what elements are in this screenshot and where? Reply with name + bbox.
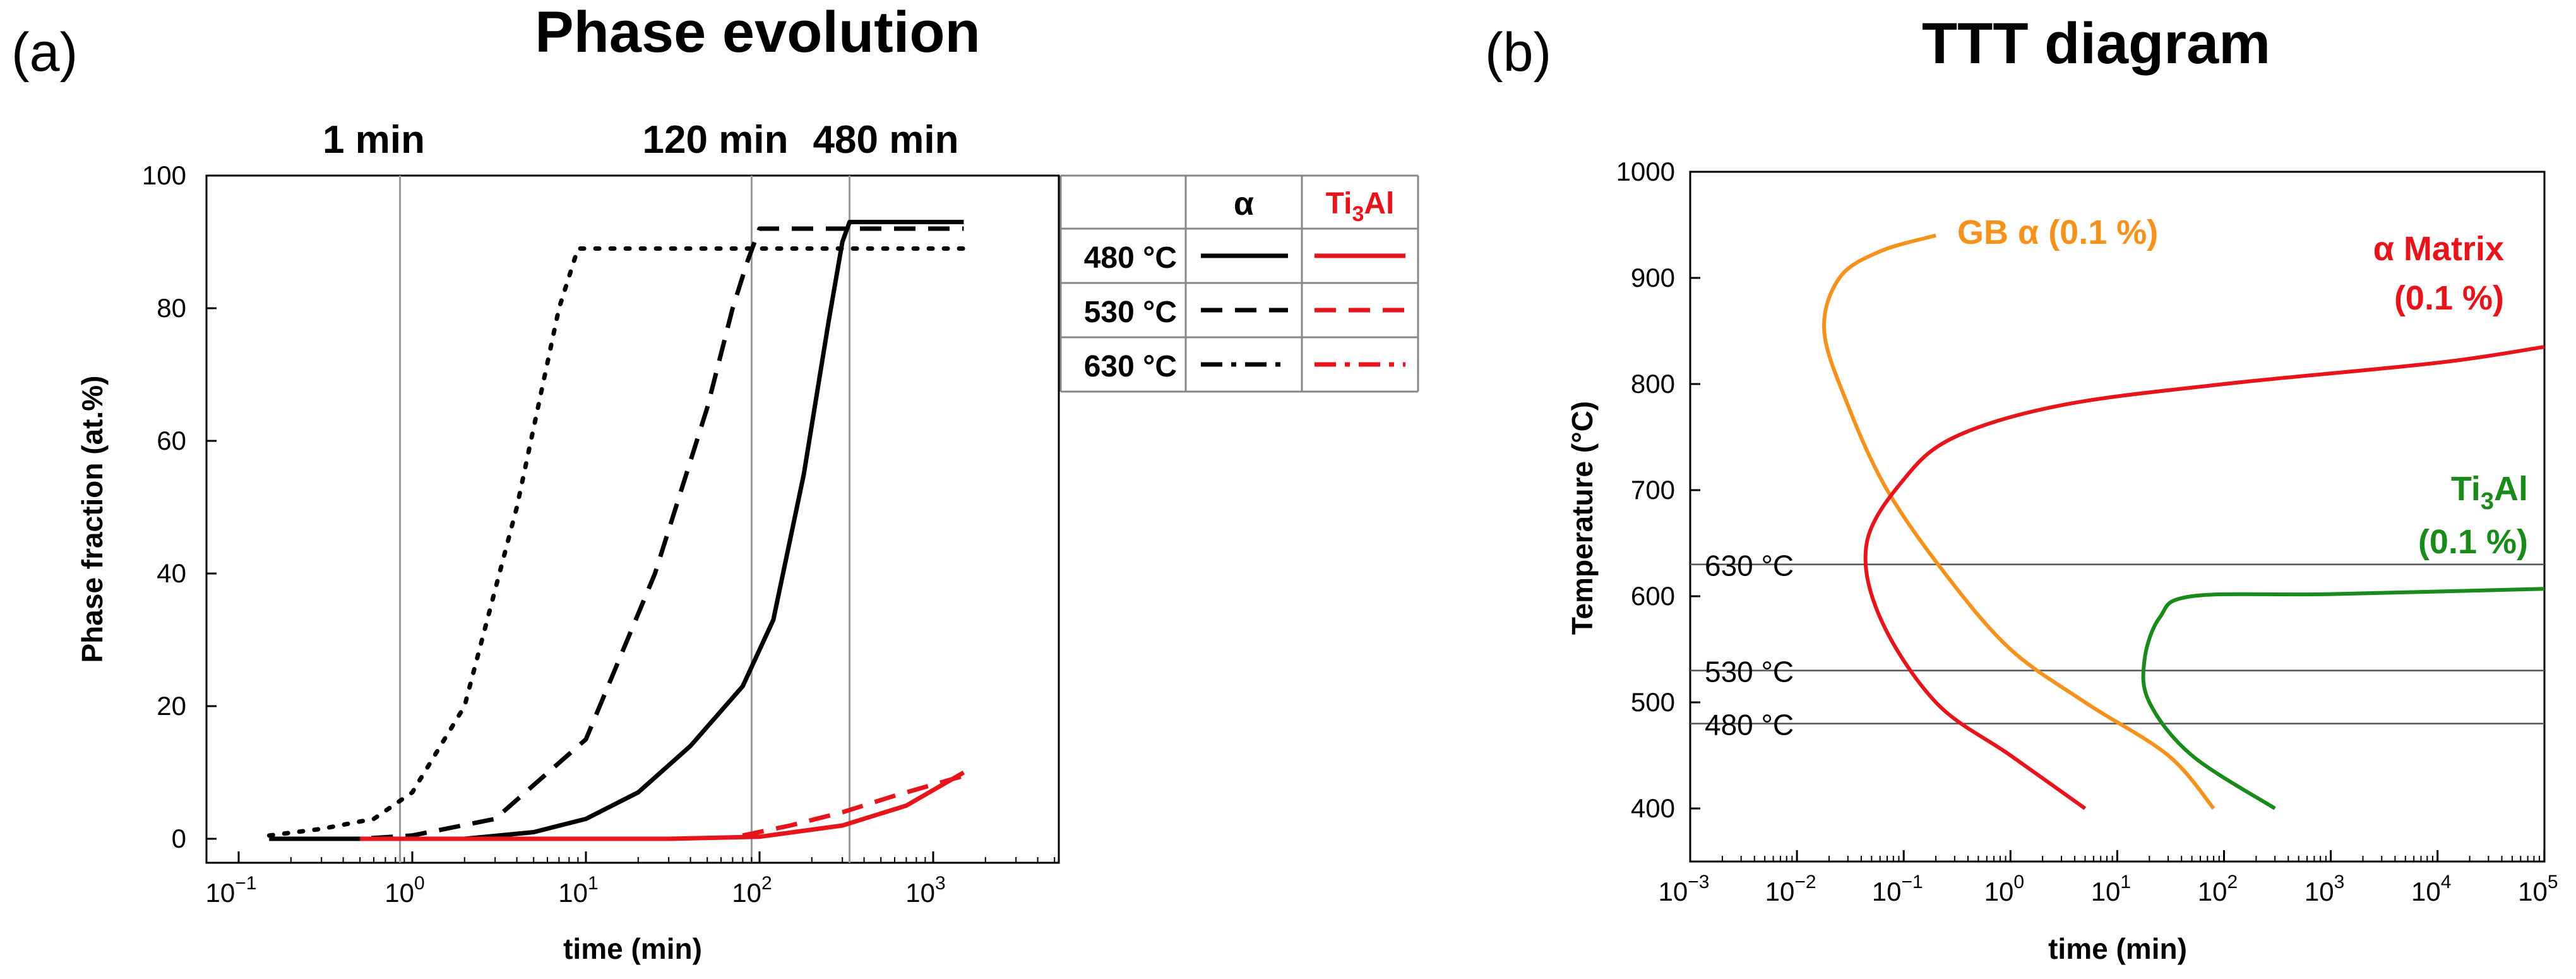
panel-b-y-axis-title: Temperature (°C) bbox=[1566, 401, 1599, 635]
y-tick-label: 800 bbox=[1631, 369, 1675, 399]
panel-b-series bbox=[1822, 233, 2545, 810]
panel-a-label: (a) bbox=[11, 22, 78, 83]
y-tick-label: 80 bbox=[157, 293, 186, 323]
panel-a-y-axis-title: Phase fraction (at.%) bbox=[76, 376, 109, 663]
isotherm-label: 630 °C bbox=[1705, 550, 1794, 582]
panel-a-reference-lines bbox=[399, 176, 851, 863]
series-line bbox=[360, 770, 965, 841]
series-line bbox=[269, 226, 964, 841]
panel-b-title: TTT diagram bbox=[1922, 11, 2270, 76]
panel-b-label: (b) bbox=[1485, 22, 1551, 83]
annotation-ti3al-line1: Ti3Al bbox=[2451, 470, 2528, 515]
panel-a-title: Phase evolution bbox=[535, 0, 981, 64]
y-tick-label: 1000 bbox=[1616, 157, 1675, 186]
marker-label-1min: 1 min bbox=[323, 118, 425, 162]
x-tick-label: 103 bbox=[2305, 872, 2344, 906]
y-tick-label: 500 bbox=[1631, 687, 1675, 717]
y-tick-label: 100 bbox=[142, 160, 186, 190]
panel-a-x-axis-title: time (min) bbox=[563, 932, 702, 965]
series-line bbox=[269, 220, 964, 841]
y-tick-label: 60 bbox=[157, 426, 186, 455]
ttt-curve bbox=[2141, 587, 2544, 810]
x-tick-label: 105 bbox=[2518, 872, 2558, 906]
legend-table: α Ti3Al 480 °C 530 °C 630 °C bbox=[1059, 174, 1419, 393]
ttt-curve bbox=[1822, 233, 2215, 810]
annotation-ti3al-line2: (0.1 %) bbox=[2418, 523, 2528, 561]
x-tick-label: 103 bbox=[905, 873, 945, 908]
y-tick-label: 20 bbox=[157, 691, 186, 721]
y-tick-label: 700 bbox=[1631, 475, 1675, 505]
y-tick-label: 900 bbox=[1631, 263, 1675, 292]
legend-row-480: 480 °C bbox=[1084, 241, 1177, 275]
y-tick-label: 40 bbox=[157, 558, 186, 588]
x-tick-label: 101 bbox=[2091, 872, 2131, 906]
x-tick-label: 10−3 bbox=[1659, 872, 1710, 906]
panel-b-isotherms: 630 °C 530 °C 480 °C bbox=[1690, 550, 2544, 742]
y-tick-label: 400 bbox=[1631, 793, 1675, 823]
panel-b-x-axis-title: time (min) bbox=[2048, 932, 2187, 965]
marker-label-120min: 120 min bbox=[643, 118, 789, 162]
isotherm-label: 480 °C bbox=[1705, 709, 1794, 742]
x-tick-label: 10−1 bbox=[206, 873, 257, 908]
x-tick-label: 102 bbox=[732, 873, 772, 908]
x-tick-label: 10−1 bbox=[1872, 872, 1923, 906]
panel-b-x-ticks: 10−3 10−2 10−1 100 101 102 103 104 105 bbox=[1659, 850, 2558, 906]
x-tick-label: 101 bbox=[558, 873, 598, 908]
annotation-alpha-matrix-line1: α Matrix bbox=[2373, 230, 2504, 268]
y-tick-label: 0 bbox=[172, 824, 186, 853]
series-line bbox=[742, 773, 965, 838]
x-tick-label: 100 bbox=[1984, 872, 2024, 906]
panel-b: (b) TTT diagram 630 °C 530 °C 480 °C 400 50… bbox=[1485, 11, 2558, 965]
x-tick-label: 104 bbox=[2411, 872, 2451, 906]
legend-row-630: 630 °C bbox=[1084, 350, 1177, 383]
marker-label-480min: 480 min bbox=[813, 118, 959, 162]
series-line bbox=[266, 246, 966, 838]
y-tick-label: 600 bbox=[1631, 581, 1675, 611]
x-tick-label: 10−2 bbox=[1765, 872, 1816, 906]
annotation-alpha-matrix-line2: (0.1 %) bbox=[2394, 279, 2504, 317]
panel-a-plot-frame bbox=[205, 174, 1060, 864]
panel-b-plot-frame bbox=[1689, 171, 2546, 863]
panel-a: (a) Phase evolution 1 min 120 min 480 mi… bbox=[11, 0, 1419, 965]
panel-b-y-ticks: 400 500 600 700 800 900 1000 bbox=[1616, 157, 1700, 823]
legend-header-alpha: α bbox=[1234, 186, 1254, 222]
legend-header-ti3al: Ti3Al bbox=[1326, 187, 1395, 226]
isotherm-label: 530 °C bbox=[1705, 656, 1794, 688]
panel-a-series bbox=[266, 220, 966, 841]
legend-row-530: 530 °C bbox=[1084, 296, 1177, 329]
x-tick-label: 100 bbox=[385, 873, 424, 908]
panel-a-x-ticks: 10−1 100 101 102 103 bbox=[206, 851, 1056, 908]
ttt-curve bbox=[1863, 345, 2545, 810]
x-tick-label: 102 bbox=[2198, 872, 2238, 906]
panel-a-y-ticks: 0 20 40 60 80 100 bbox=[142, 160, 217, 853]
annotation-gb-alpha: GB α (0.1 %) bbox=[1957, 213, 2158, 251]
